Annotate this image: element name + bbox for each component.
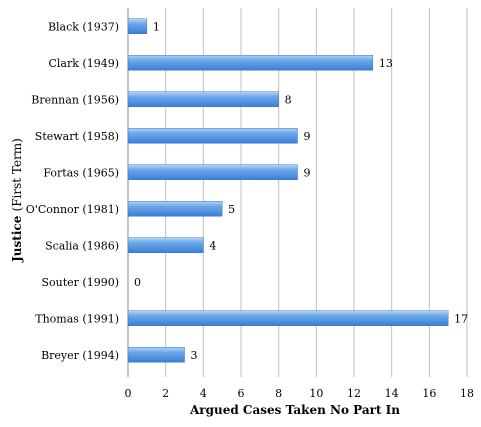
data-label: 9 — [304, 130, 311, 143]
category-label: Stewart (1958) — [35, 130, 119, 143]
x-tick-label: 14 — [385, 387, 399, 400]
data-label: 3 — [191, 349, 198, 362]
category-label: Fortas (1965) — [43, 166, 119, 179]
x-tick-label: 6 — [238, 387, 245, 400]
bar — [127, 347, 185, 363]
category-label: Souter (1990) — [41, 276, 119, 289]
bar — [127, 237, 204, 253]
x-tick-label: 16 — [422, 387, 436, 400]
data-label: 13 — [379, 57, 393, 70]
bar — [127, 201, 223, 217]
data-label: 9 — [304, 166, 311, 179]
x-axis-title: Argued Cases Taken No Part In — [189, 403, 400, 417]
bar — [127, 91, 279, 107]
x-tick-label: 10 — [309, 387, 323, 400]
x-tick-labels: 0 2 4 6 8 10 12 14 16 18 — [125, 387, 475, 400]
x-tick-label: 2 — [162, 387, 169, 400]
bar — [127, 128, 298, 144]
category-label: Brennan (1956) — [31, 93, 119, 106]
data-labels: 1 13 8 9 9 5 4 0 17 3 — [134, 20, 468, 362]
x-tick-label: 12 — [347, 387, 361, 400]
bar — [127, 55, 374, 71]
category-label: Clark (1949) — [49, 57, 120, 70]
data-label: 0 — [134, 276, 141, 289]
x-tick-label: 0 — [125, 387, 132, 400]
y-axis-title-main: Justice — [10, 215, 24, 263]
category-label: Breyer (1994) — [41, 349, 119, 362]
data-label: 8 — [285, 93, 292, 106]
x-tick-label: 18 — [460, 387, 474, 400]
data-label: 5 — [228, 203, 235, 216]
y-axis-title: Justice (First Term) — [10, 138, 24, 263]
bars — [127, 18, 449, 363]
category-label: Thomas (1991) — [35, 312, 119, 325]
x-tick-label: 4 — [200, 387, 207, 400]
y-axis-title-sub: (First Term) — [10, 138, 24, 211]
bar — [127, 164, 298, 180]
category-label: O'Connor (1981) — [26, 203, 119, 216]
category-label: Black (1937) — [48, 20, 119, 33]
data-label: 17 — [454, 312, 468, 325]
category-label: Scalia (1986) — [45, 239, 119, 252]
category-labels: Black (1937) Clark (1949) Brennan (1956) St… — [26, 20, 119, 362]
data-label: 4 — [209, 239, 216, 252]
data-label: 1 — [153, 20, 160, 33]
x-tick-label: 8 — [275, 387, 282, 400]
bar — [127, 18, 148, 34]
bar — [127, 310, 449, 326]
